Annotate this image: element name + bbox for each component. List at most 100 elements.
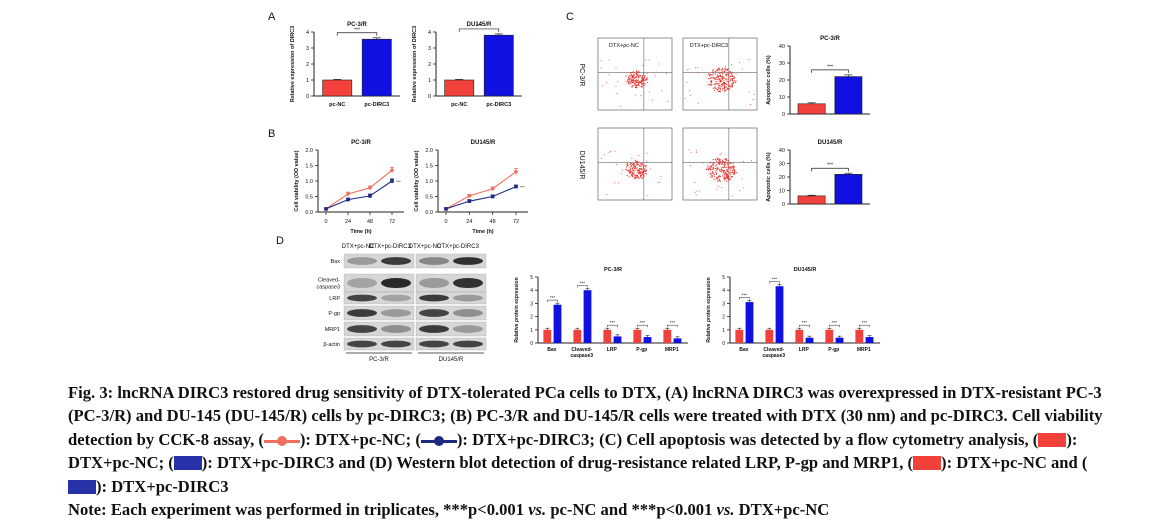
x-tick-label: 48 bbox=[367, 219, 373, 225]
chart-title: PC-3/R bbox=[820, 36, 840, 42]
flow-event bbox=[733, 80, 735, 82]
flow-event bbox=[632, 170, 634, 172]
flow-event bbox=[722, 71, 724, 73]
flow-event bbox=[727, 165, 729, 167]
flow-event bbox=[635, 176, 638, 178]
flow-event bbox=[725, 167, 727, 169]
flow-event bbox=[728, 172, 730, 175]
y-axis-label: Relative expression of DIRC3 bbox=[412, 26, 418, 102]
flow-event bbox=[730, 78, 732, 80]
y-tick-label: 0.5 bbox=[305, 195, 313, 201]
flow-event bbox=[633, 77, 635, 79]
flow-event bbox=[628, 79, 630, 81]
flow-event bbox=[716, 188, 718, 190]
flow-event bbox=[721, 76, 723, 79]
flow-event bbox=[719, 169, 721, 171]
flow-row-label: PC-3/R bbox=[578, 64, 585, 87]
flow-event bbox=[723, 174, 725, 176]
flow-event bbox=[635, 70, 638, 72]
flow-event bbox=[638, 171, 640, 173]
flow-event bbox=[635, 164, 637, 166]
flow-event bbox=[726, 174, 729, 176]
flow-event bbox=[631, 76, 633, 78]
flow-event bbox=[643, 84, 645, 86]
flow-event bbox=[724, 71, 726, 73]
flow-event bbox=[646, 79, 648, 81]
note-part-1: Note: Each experiment was performed in t… bbox=[68, 500, 529, 519]
flow-event bbox=[728, 76, 730, 78]
chart-title: DU145/R bbox=[794, 267, 817, 273]
flow-event bbox=[727, 159, 729, 161]
flow-event bbox=[716, 76, 718, 78]
flow-event bbox=[632, 77, 634, 79]
flow-event bbox=[631, 173, 633, 175]
significance-bracket bbox=[739, 297, 750, 300]
flow-event bbox=[631, 163, 633, 165]
flow-event bbox=[630, 82, 632, 84]
x-tick-label: MRP1 bbox=[665, 347, 679, 353]
western-blot: DTX+pc-NCDTX+pc-DIRC3DTX+pc-NCDTX+pc-DIR… bbox=[316, 244, 487, 363]
flow-event bbox=[743, 160, 745, 162]
bar bbox=[643, 337, 652, 343]
flow-event bbox=[636, 84, 638, 86]
flow-event bbox=[632, 79, 635, 81]
flow-event bbox=[645, 78, 647, 80]
flow-event bbox=[718, 176, 720, 178]
flow-event bbox=[632, 162, 635, 164]
blot-band bbox=[419, 340, 449, 348]
flow-event bbox=[728, 82, 730, 84]
flow-event bbox=[731, 64, 732, 66]
flow-event bbox=[730, 166, 732, 168]
x-tick-label: P-gp bbox=[828, 347, 839, 353]
flow-event bbox=[716, 83, 718, 85]
flow-event bbox=[733, 81, 735, 83]
flow-event bbox=[628, 176, 630, 178]
flow-event bbox=[729, 80, 731, 82]
flow-event bbox=[717, 180, 719, 182]
blot-band bbox=[453, 309, 483, 317]
flow-event bbox=[719, 170, 721, 172]
flow-event bbox=[718, 163, 720, 165]
flow-event bbox=[722, 175, 724, 177]
flow-event bbox=[635, 84, 637, 86]
flow-event bbox=[719, 88, 722, 90]
flow-event bbox=[710, 83, 712, 85]
flow-event bbox=[721, 69, 723, 71]
flow-event bbox=[710, 176, 712, 178]
blot-band bbox=[381, 294, 411, 302]
flow-event bbox=[645, 59, 647, 61]
flow-event bbox=[726, 162, 728, 164]
flow-event bbox=[707, 84, 709, 86]
flow-event bbox=[629, 75, 631, 77]
flow-event bbox=[714, 73, 716, 75]
flow-event bbox=[628, 83, 630, 85]
flow-event bbox=[635, 161, 638, 163]
flow-event bbox=[637, 83, 639, 85]
y-tick-label: 4 bbox=[530, 288, 533, 294]
flow-event bbox=[636, 175, 638, 177]
flow-event bbox=[713, 179, 715, 181]
flow-event bbox=[696, 151, 698, 153]
x-tick-label: Bax bbox=[739, 347, 748, 353]
flow-event bbox=[640, 82, 643, 84]
panel-letter-c: C bbox=[566, 11, 574, 23]
flow-event bbox=[710, 76, 712, 78]
flow-event bbox=[615, 163, 617, 165]
flow-event bbox=[632, 164, 634, 166]
figure-note: Note: Each experiment was performed in t… bbox=[68, 500, 1108, 520]
flow-event bbox=[642, 73, 645, 75]
flow-event bbox=[715, 171, 717, 173]
bar bbox=[765, 329, 774, 343]
flow-event bbox=[646, 72, 648, 74]
flow-event bbox=[723, 179, 725, 181]
flow-event bbox=[643, 77, 645, 79]
flow-event bbox=[716, 70, 718, 72]
flow-event bbox=[718, 85, 720, 87]
flow-event bbox=[726, 80, 728, 82]
flow-event bbox=[617, 182, 619, 184]
flow-event bbox=[716, 160, 718, 162]
y-tick-label: 0 bbox=[722, 341, 725, 347]
flow-event bbox=[613, 182, 615, 184]
flow-event bbox=[709, 80, 711, 82]
flow-event bbox=[608, 59, 610, 61]
